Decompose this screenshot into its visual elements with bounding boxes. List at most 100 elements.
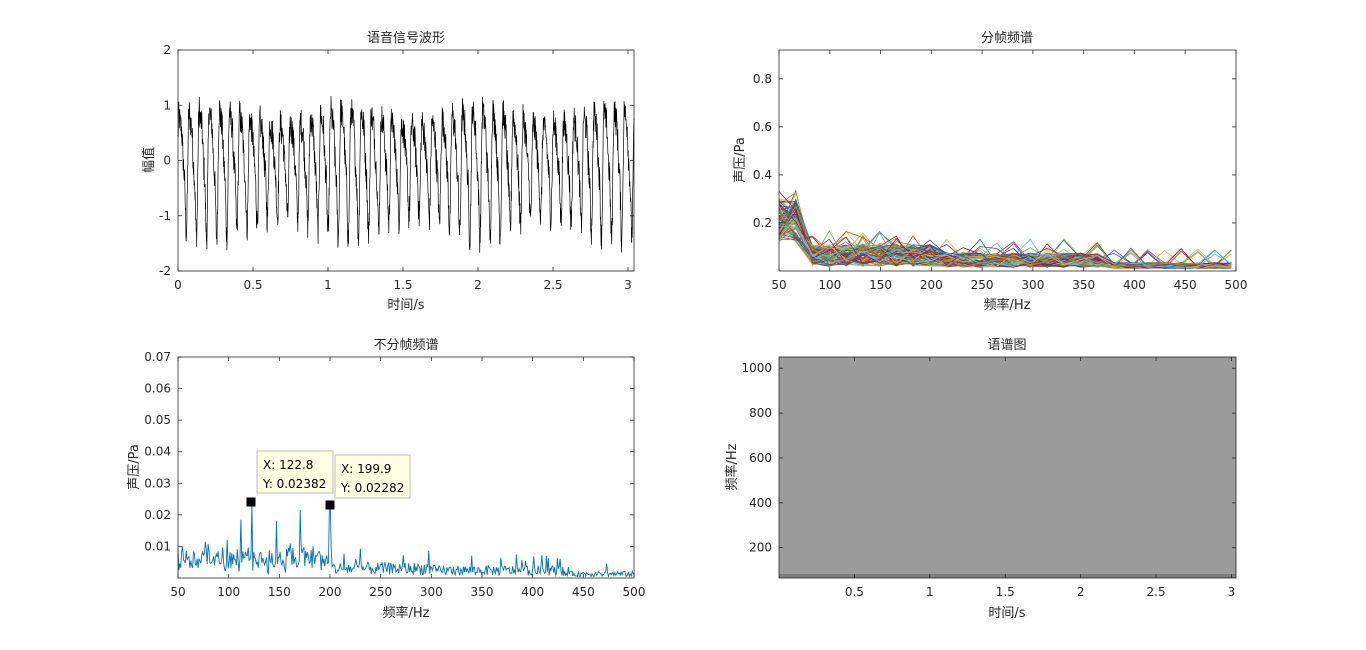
ytick-label: 2: [163, 43, 171, 57]
xtick-label: 200: [319, 585, 342, 599]
axes-spectrogram-box: [778, 356, 1237, 579]
xtick-label: 1.5: [393, 278, 412, 292]
waveform-line: [177, 95, 635, 253]
ytick-label: 0.03: [144, 476, 171, 490]
xtick-label: 200: [920, 278, 943, 292]
waveform-data: [177, 95, 635, 253]
whole-spectrum-ticks: 50 100 150 200 250 300 350 400 450 500 0.07 0.06 0.0…: [144, 350, 645, 599]
datatip-2-y: Y: 0.02282: [340, 481, 404, 495]
xtick-label: 400: [1123, 278, 1146, 292]
xtick-label: 300: [420, 585, 443, 599]
xtick-label: 1: [926, 585, 934, 599]
xtick-label: 500: [623, 585, 646, 599]
spectrogram-xlabel: 时间/s: [988, 606, 1025, 621]
xtick-label: 1: [324, 278, 332, 292]
whole-spectrum-xlabel: 频率/Hz: [383, 605, 430, 621]
ytick-label: 0.01: [144, 539, 171, 553]
xtick-label: 3: [1228, 585, 1236, 599]
ytick-label: 0.4: [753, 168, 772, 182]
frame-spectrum-xlabel: 频率/Hz: [984, 297, 1031, 313]
xtick-label: 0.5: [845, 585, 864, 599]
ytick-label: 0.8: [753, 72, 772, 86]
xtick-label: 50: [170, 585, 185, 599]
xtick-label: 2.5: [1147, 585, 1166, 599]
xtick-label: 450: [1174, 278, 1197, 292]
frame-spectrum-series: [779, 225, 1232, 269]
xtick-label: 500: [1225, 278, 1248, 292]
axes-frame-spectrum-background: [779, 50, 1236, 271]
ytick-label: 0.02: [144, 508, 171, 522]
frame-spectrum-series: [779, 210, 1232, 269]
datatip-1-x: X: 122.8: [263, 458, 313, 472]
waveform-xlabel: 时间/s: [387, 298, 424, 313]
datatip-1-box: [256, 450, 334, 494]
datatip-1-marker: [246, 497, 256, 507]
waveform-ticks: 0 0.5 1 1.5 2 2.5 3 2 1 0 -1 -2: [159, 43, 634, 292]
ytick-label: 1000: [741, 361, 772, 375]
ytick-label: 0.05: [144, 413, 171, 427]
xtick-label: 150: [869, 278, 892, 292]
xtick-label: 0.5: [243, 278, 262, 292]
spectrogram-low-band: [779, 574, 1236, 578]
xtick-label: 0: [174, 278, 182, 292]
axes-spectrogram[interactable]: 0.5 1 1.5 2 2.5 3 1000 800 600 400 200 语谱图 时间/s 频率…: [724, 338, 1237, 621]
datatip-1-y: Y: 0.02382: [262, 477, 326, 491]
ytick-label: 400: [749, 496, 772, 510]
ytick-label: 0: [163, 154, 171, 168]
datatip-2-x: X: 199.9: [341, 462, 391, 476]
datatip-2[interactable]: X: 199.9 Y: 0.02282: [325, 454, 411, 510]
axes-waveform-background: [178, 50, 634, 271]
ytick-label: 800: [749, 406, 772, 420]
xtick-label: 350: [471, 585, 494, 599]
xtick-label: 350: [1072, 278, 1095, 292]
xtick-label: 250: [971, 278, 994, 292]
frame-spectrum-ylabel: 声压/Pa: [733, 137, 748, 183]
ytick-label: 0.06: [144, 382, 171, 396]
datatip-1[interactable]: X: 122.8 Y: 0.02382: [246, 450, 334, 507]
axes-frame-spectrum[interactable]: 50 100 150 200 250 300 350 400 450 500 0.8 0.6 0.4 0.…: [733, 31, 1247, 313]
ytick-label: 200: [749, 541, 772, 555]
xtick-label: 100: [818, 278, 841, 292]
waveform-title: 语音信号波形: [367, 30, 445, 46]
xtick-label: 150: [268, 585, 291, 599]
ytick-label: -2: [159, 264, 171, 278]
xtick-label: 50: [771, 278, 786, 292]
xtick-label: 450: [572, 585, 595, 599]
xtick-label: 400: [521, 585, 544, 599]
waveform-ylabel: 幅值: [141, 147, 157, 173]
xtick-label: 3: [624, 278, 632, 292]
axes-whole-spectrum-box: [177, 356, 635, 579]
datatip-2-marker: [325, 500, 335, 510]
ytick-label: 1: [163, 98, 171, 112]
datatip-2-box: [334, 454, 411, 499]
xtick-label: 2.5: [543, 278, 562, 292]
ytick-label: 0.6: [753, 120, 772, 134]
frame-spectrum-series: [779, 203, 1232, 269]
xtick-label: 2: [474, 278, 482, 292]
whole-spectrum-title: 不分帧频谱: [373, 338, 438, 353]
spectrogram-title: 语谱图: [987, 338, 1026, 353]
frame-spectrum-ticks: 50 100 150 200 250 300 350 400 450 500 0.8 0.6 0.4 0.…: [753, 50, 1248, 292]
ytick-label: 0.04: [144, 445, 171, 459]
spectrogram-ylabel: 频率/Hz: [724, 443, 740, 490]
whole-spectrum-ylabel: 声压/Pa: [127, 444, 142, 490]
frame-spectrum-lines: [779, 189, 1232, 270]
frame-spectrum-title: 分帧频谱: [981, 31, 1033, 46]
frame-spectrum-series: [779, 233, 1232, 268]
spectrogram-image: [779, 357, 1236, 578]
axes-frame-spectrum-box: [778, 49, 1237, 272]
frame-spectrum-series: [779, 211, 1232, 268]
spectrogram-ticks: 0.5 1 1.5 2 2.5 3 1000 800 600 400 200: [741, 357, 1236, 599]
xtick-label: 100: [217, 585, 240, 599]
ytick-label: 600: [749, 451, 772, 465]
xtick-label: 1.5: [996, 585, 1015, 599]
ytick-label: -1: [159, 209, 171, 223]
axes-waveform[interactable]: 0 0.5 1 1.5 2 2.5 3 2 1 0 -1 -2 语音信号波形 时间/s 幅值: [141, 30, 635, 313]
xtick-label: 250: [369, 585, 392, 599]
whole-spectrum-line: [177, 502, 635, 578]
ytick-label: 0.07: [144, 350, 171, 364]
frame-spectrum-series: [779, 218, 1232, 269]
ytick-label: 0.2: [753, 216, 772, 230]
axes-whole-spectrum[interactable]: 50 100 150 200 250 300 350 400 450 500 0.07 0.06 0.0…: [127, 338, 645, 621]
